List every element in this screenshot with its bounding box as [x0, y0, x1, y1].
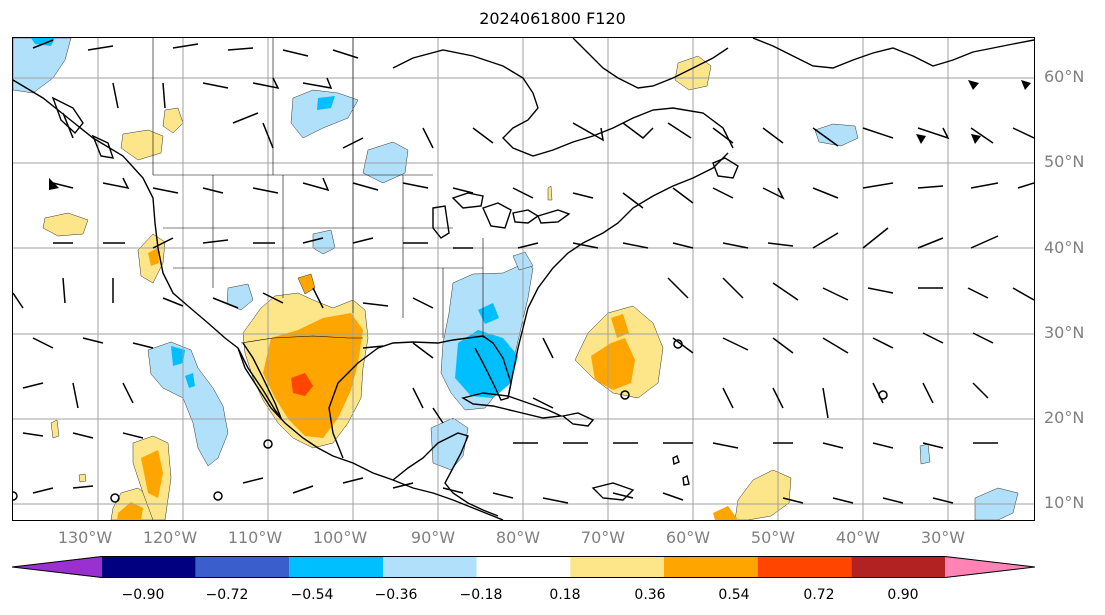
colorbar-tick: −0.54 — [290, 587, 334, 603]
lat-label-40n: 40°N — [1044, 238, 1085, 257]
lat-label-60n: 60°N — [1044, 67, 1085, 86]
lat-label-10n: 10°N — [1044, 493, 1085, 512]
lon-label-60w: 60°W — [665, 528, 711, 547]
map-panel — [12, 37, 1035, 521]
colorbar-tick: 0.54 — [718, 587, 750, 603]
lon-label-70w: 70°W — [580, 528, 626, 547]
colorbar-segment — [383, 556, 477, 578]
colorbar-tick: 0.18 — [549, 587, 581, 603]
colorbar-tick: 0.72 — [803, 587, 835, 603]
colorbar-tick: 0.36 — [634, 587, 666, 603]
colorbar-segment — [945, 556, 1035, 578]
wind-barbs — [13, 39, 1034, 504]
graticule — [13, 38, 1034, 520]
lon-label-110w: 110°W — [227, 528, 283, 547]
colorbar-tick: −0.18 — [459, 587, 503, 603]
map-title: 2024061800 F120 — [479, 9, 626, 28]
colorbar-segment — [12, 556, 102, 578]
colorbar-segment — [664, 556, 758, 578]
colorbar-cells — [12, 556, 1035, 578]
anomaly-shading — [13, 38, 1019, 520]
colorbar-outline — [12, 556, 1035, 578]
colorbar-tick: 0.90 — [887, 587, 919, 603]
lat-label-20n: 20°N — [1044, 408, 1085, 427]
colorbar-segment — [851, 556, 945, 578]
colorbar-segment — [289, 556, 383, 578]
colorbar — [12, 556, 1035, 578]
lat-label-50n: 50°N — [1044, 152, 1085, 171]
map-canvas — [13, 38, 1034, 520]
wind-pennants — [49, 80, 1031, 190]
colorbar-segment — [476, 556, 571, 578]
lon-label-90w: 90°W — [410, 528, 456, 547]
lon-label-40w: 40°W — [835, 528, 881, 547]
lat-label-30n: 30°N — [1044, 323, 1085, 342]
colorbar-tick: −0.90 — [121, 587, 165, 603]
lon-label-50w: 50°W — [750, 528, 796, 547]
lon-label-120w: 120°W — [142, 528, 198, 547]
lon-label-30w: 30°W — [920, 528, 966, 547]
colorbar-tick: −0.36 — [374, 587, 418, 603]
borders — [152, 38, 484, 344]
colorbar-segment — [195, 556, 290, 578]
lon-label-80w: 80°W — [495, 528, 541, 547]
colorbar-segment — [757, 556, 852, 578]
lon-label-130w: 130°W — [57, 528, 113, 547]
lon-label-100w: 100°W — [312, 528, 368, 547]
calm-markers — [13, 339, 888, 503]
colorbar-segment — [102, 556, 196, 578]
colorbar-tick: −0.72 — [205, 587, 249, 603]
coastlines — [13, 38, 1034, 520]
colorbar-segment — [570, 556, 664, 578]
